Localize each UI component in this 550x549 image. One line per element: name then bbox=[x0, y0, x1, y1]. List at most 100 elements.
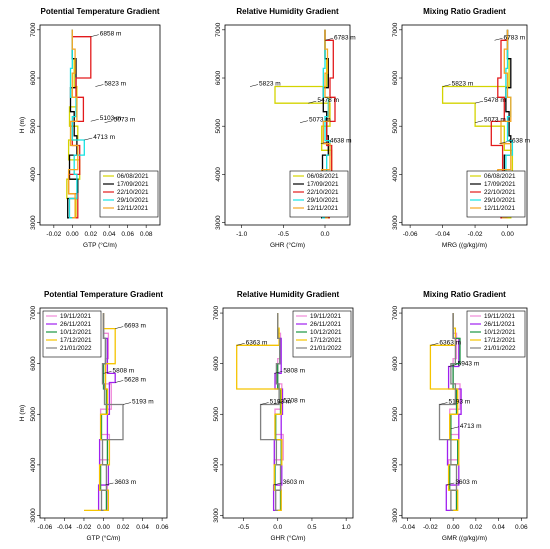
x-tick-label: 1.0 bbox=[342, 524, 351, 531]
legend: 19/11/202126/11/202110/12/202117/12/2021… bbox=[42, 310, 102, 358]
y-tick-label: 6000 bbox=[30, 70, 37, 85]
legend-entry: 06/08/2021 bbox=[307, 173, 339, 180]
chart-panel-6: Mixing Ratio Gradient -0.04 -0.02 0.00 0.02 0… bbox=[392, 290, 528, 542]
annotation-label: 5073 m bbox=[114, 117, 136, 124]
legend-entry: 26/11/2021 bbox=[310, 321, 342, 328]
annotation-leader bbox=[90, 34, 99, 37]
series-line-2 bbox=[445, 313, 462, 512]
annotation-label: 5808 m bbox=[283, 367, 305, 374]
x-axis-label: GHR (°C/m) bbox=[270, 241, 305, 249]
legend-entry: 29/10/2021 bbox=[117, 197, 149, 204]
annotation-label: 5193 m bbox=[449, 398, 471, 405]
y-tick-label: 4000 bbox=[392, 457, 399, 472]
series-line-5 bbox=[438, 313, 458, 512]
legend-entry: 10/12/2021 bbox=[60, 329, 92, 336]
annotation-label: 6363 m bbox=[439, 339, 461, 346]
legend-entry: 17/09/2021 bbox=[117, 181, 149, 188]
x-tick-label: -0.06 bbox=[403, 231, 418, 238]
x-tick-label: -0.02 bbox=[77, 524, 92, 531]
legend-box bbox=[292, 310, 352, 358]
chart-panel-4: Potential Temperature Gradient -0.06 -0.04… bbox=[19, 290, 169, 542]
y-tick-label: 4000 bbox=[215, 167, 222, 182]
chart-panel-3: Mixing Ratio Gradient -0.06 -0.04 -0.02 0.00… bbox=[392, 7, 530, 249]
annotation-leader bbox=[90, 118, 99, 122]
y-tick-label: 6000 bbox=[30, 356, 37, 371]
x-tick-label: -0.02 bbox=[46, 231, 61, 238]
legend: 06/08/202117/09/202122/10/202129/10/2021… bbox=[466, 170, 526, 218]
plot-frame bbox=[39, 24, 161, 226]
y-axis-label: H (m) bbox=[19, 405, 26, 421]
chart-title: Relative Humidity Gradient bbox=[237, 290, 340, 299]
series-line-4 bbox=[68, 29, 85, 219]
annotation-leader bbox=[430, 343, 439, 346]
legend-entry: 21/01/2022 bbox=[484, 345, 516, 352]
y-tick-label: 5000 bbox=[30, 119, 37, 134]
annotation-leader bbox=[442, 84, 451, 87]
x-tick-label: 0.06 bbox=[515, 524, 528, 531]
chart-title: Relative Humidity Gradient bbox=[236, 7, 339, 16]
y-tick-label: 5000 bbox=[392, 407, 399, 422]
annotation-label: 6783 m bbox=[504, 34, 526, 41]
legend-entry: 17/12/2021 bbox=[60, 337, 92, 344]
y-tick-label: 5000 bbox=[213, 407, 220, 422]
x-tick-label: -0.02 bbox=[468, 231, 483, 238]
series-line-5 bbox=[67, 29, 79, 219]
annotation-label: 5193 m bbox=[132, 398, 154, 405]
y-tick-label: 7000 bbox=[213, 305, 220, 320]
y-tick-label: 7000 bbox=[215, 22, 222, 37]
x-tick-label: -1.0 bbox=[236, 231, 248, 238]
y-tick-label: 3000 bbox=[215, 215, 222, 230]
legend-entry: 22/10/2021 bbox=[484, 189, 516, 196]
legend-entry: 17/09/2021 bbox=[307, 181, 339, 188]
annotation-label: 3603 m bbox=[114, 479, 136, 486]
legend-entry: 17/12/2021 bbox=[484, 337, 516, 344]
x-tick-label: -0.06 bbox=[37, 524, 52, 531]
legend-entry: 12/11/2021 bbox=[117, 205, 149, 212]
x-tick-label: 0.02 bbox=[84, 231, 97, 238]
annotation-label: 3603 m bbox=[283, 479, 305, 486]
x-tick-label: 0.06 bbox=[121, 231, 134, 238]
chart-panel-1: Potential Temperature Gradient -0.02 0.00 0… bbox=[19, 7, 161, 249]
x-tick-label: 0.02 bbox=[117, 524, 130, 531]
legend-entry: 10/12/2021 bbox=[484, 329, 516, 336]
annotation-leader bbox=[320, 141, 329, 144]
annotation-label: 5103 m bbox=[100, 115, 122, 122]
annotation-leader bbox=[474, 100, 484, 104]
chart-title: Potential Temperature Gradient bbox=[41, 7, 160, 16]
chart-panel-5: Relative Humidity Gradient -0.5 0.0 0.5 1.0 3… bbox=[213, 290, 354, 542]
annotation-leader bbox=[308, 100, 317, 104]
x-tick-label: 0.00 bbox=[447, 524, 460, 531]
x-tick-label: 0.02 bbox=[470, 524, 483, 531]
annotation-leader bbox=[84, 137, 93, 141]
annotation-leader bbox=[499, 141, 508, 144]
annotation-label: 5823 m bbox=[104, 81, 126, 88]
x-tick-label: -0.5 bbox=[238, 524, 250, 531]
plot-frame bbox=[401, 307, 528, 519]
annotation-label: 4713 m bbox=[460, 423, 482, 430]
legend-entry: 21/01/2022 bbox=[60, 345, 92, 352]
x-tick-label: 0.04 bbox=[492, 524, 505, 531]
legend-entry: 19/11/2021 bbox=[60, 313, 92, 320]
annotation-label: 6693 m bbox=[124, 323, 146, 330]
y-tick-label: 5000 bbox=[392, 119, 399, 134]
legend-box bbox=[466, 310, 526, 358]
y-tick-label: 3000 bbox=[392, 215, 399, 230]
annotation-leader bbox=[274, 401, 283, 404]
legend: 06/08/202117/09/202122/10/202129/10/2021… bbox=[289, 170, 349, 218]
y-tick-label: 3000 bbox=[30, 215, 37, 230]
legend-box bbox=[289, 170, 349, 218]
series-line-5 bbox=[259, 313, 282, 512]
annotation-label: 5943 m bbox=[458, 361, 480, 368]
y-tick-label: 6000 bbox=[392, 70, 399, 85]
annotation-leader bbox=[450, 426, 459, 430]
x-tick-label: 0.0 bbox=[320, 231, 329, 238]
chart-title: Potential Temperature Gradient bbox=[44, 290, 163, 299]
annotation-label: 6363 m bbox=[246, 339, 268, 346]
legend-entry: 19/11/2021 bbox=[484, 313, 516, 320]
annotation-label: 4638 m bbox=[330, 138, 352, 145]
annotation-label: 3603 m bbox=[455, 479, 477, 486]
y-tick-label: 7000 bbox=[392, 305, 399, 320]
plot-frame bbox=[224, 24, 351, 226]
y-tick-label: 4000 bbox=[213, 457, 220, 472]
